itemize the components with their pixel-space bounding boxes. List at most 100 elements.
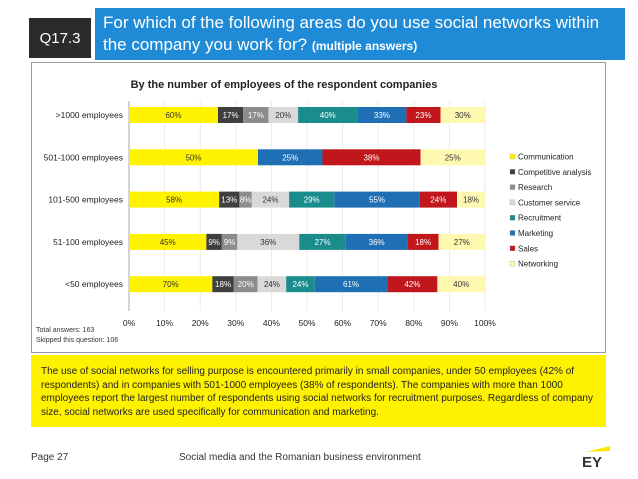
stacked-bar-chart: By the number of employees of the respon… xyxy=(36,79,591,344)
category-label: 501-1000 employees xyxy=(44,152,123,162)
data-label: 20% xyxy=(238,280,254,289)
bar-segment xyxy=(420,149,485,166)
bar-segment xyxy=(129,276,213,293)
bar-segment xyxy=(457,191,485,208)
data-label: 25% xyxy=(445,153,461,162)
bar-segment xyxy=(437,276,485,293)
category-label: 51-100 employees xyxy=(53,237,123,247)
data-label: 36% xyxy=(369,238,385,247)
data-label: 50% xyxy=(185,153,201,162)
data-label: 23% xyxy=(415,111,431,120)
bar-segment xyxy=(129,107,218,123)
x-tick-label: 0% xyxy=(123,318,136,328)
chart-container: By the number of employees of the respon… xyxy=(31,62,606,353)
data-label: 17% xyxy=(248,111,264,120)
data-label: 60% xyxy=(165,111,181,120)
data-label: 13% xyxy=(221,196,237,205)
bar-segment xyxy=(334,191,420,208)
bar-segment xyxy=(407,233,439,250)
bar-segment xyxy=(221,233,238,250)
bar-segment xyxy=(257,149,323,166)
legend-swatch xyxy=(509,230,516,236)
bar-segment xyxy=(129,149,258,166)
data-label: 70% xyxy=(163,280,179,289)
category-label: <50 employees xyxy=(65,279,123,289)
bar-segment xyxy=(298,107,358,123)
category-label: >1000 employees xyxy=(56,110,123,120)
x-tick-label: 50% xyxy=(298,318,315,328)
bar-segment xyxy=(268,107,299,123)
data-label: 36% xyxy=(260,238,276,247)
data-label: 24% xyxy=(262,196,278,205)
bar-segment xyxy=(219,191,240,208)
legend-label: Customer service xyxy=(518,198,581,207)
bar-segment xyxy=(233,276,258,293)
legend-swatch xyxy=(509,260,516,267)
data-label: 27% xyxy=(314,238,330,247)
bar-segment xyxy=(257,276,287,293)
bar-segment xyxy=(438,233,485,250)
legend-swatch xyxy=(509,199,516,206)
legend-label: Marketing xyxy=(518,229,553,238)
legend-swatch xyxy=(509,184,516,190)
legend-swatch xyxy=(509,245,516,251)
legend-label: Communication xyxy=(518,153,574,162)
chart-title: By the number of employees of the respon… xyxy=(131,79,438,91)
data-label: 45% xyxy=(160,238,176,247)
data-label: 61% xyxy=(343,280,359,289)
ey-logo-text: EY xyxy=(582,454,602,468)
bar-segment xyxy=(129,191,220,208)
data-label: 58% xyxy=(166,196,182,205)
footnote-skipped: Skipped this question: 106 xyxy=(36,337,118,344)
ey-logo: EY xyxy=(582,446,610,468)
x-tick-label: 80% xyxy=(405,318,422,328)
bar-segment xyxy=(286,276,315,293)
legend-label: Sales xyxy=(518,244,538,253)
category-label: 101-500 employees xyxy=(48,195,123,205)
bar-segment xyxy=(206,233,222,250)
data-label: 40% xyxy=(320,111,336,120)
x-tick-label: 20% xyxy=(192,318,209,328)
summary-box: The use of social networks for selling p… xyxy=(31,355,606,427)
data-label: 18% xyxy=(463,196,479,205)
data-label: 17% xyxy=(223,111,239,120)
question-note: (multiple answers) xyxy=(311,39,418,53)
data-label: 18% xyxy=(415,238,431,247)
data-label: 20% xyxy=(275,111,291,120)
data-label: 24% xyxy=(292,280,308,289)
document-title: Social media and the Romanian business e… xyxy=(179,452,421,463)
ey-logo-accent xyxy=(586,446,610,452)
bar-segment xyxy=(419,191,458,208)
x-tick-label: 70% xyxy=(370,318,387,328)
legend-label: Research xyxy=(518,183,552,192)
data-label: 25% xyxy=(282,153,298,162)
bar-segment xyxy=(212,276,234,293)
legend-swatch xyxy=(509,153,516,160)
question-title: For which of the following areas do you … xyxy=(95,8,625,60)
x-tick-label: 40% xyxy=(263,318,280,328)
data-label: 9% xyxy=(208,238,220,247)
bar-segment xyxy=(406,107,441,123)
bar-segment xyxy=(322,149,421,166)
data-label: 27% xyxy=(454,238,470,247)
bar-segment xyxy=(237,233,300,250)
data-label: 30% xyxy=(455,111,471,120)
bar-segment xyxy=(357,107,407,123)
x-tick-label: 30% xyxy=(227,318,244,328)
data-label: 24% xyxy=(430,196,446,205)
bar-segment xyxy=(314,276,388,293)
data-label: 9% xyxy=(224,238,236,247)
bar-segment xyxy=(299,233,346,250)
x-tick-label: 90% xyxy=(441,318,458,328)
bar-segment xyxy=(218,107,244,123)
data-label: 33% xyxy=(374,111,390,120)
bar-segment xyxy=(243,107,269,123)
data-label: 18% xyxy=(215,280,231,289)
bar-segment xyxy=(387,276,438,293)
bar-segment xyxy=(345,233,408,250)
legend-swatch xyxy=(509,169,516,175)
bar-segment xyxy=(251,191,290,208)
x-tick-label: 60% xyxy=(334,318,351,328)
bar-segment xyxy=(129,233,207,250)
x-tick-label: 10% xyxy=(156,318,173,328)
